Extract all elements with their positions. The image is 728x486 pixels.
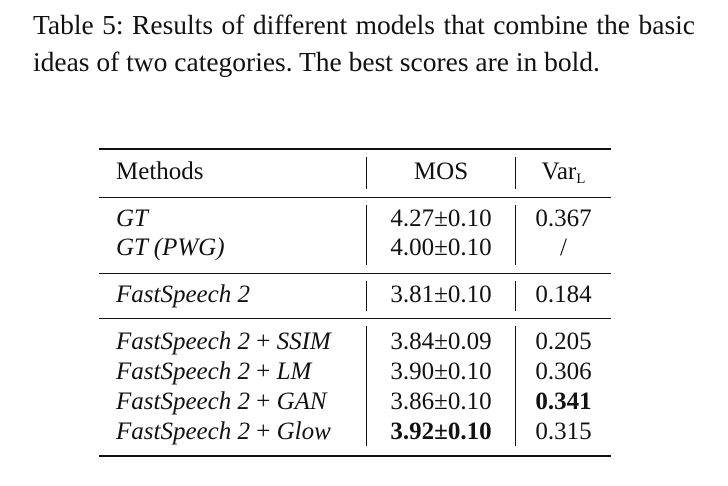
table-caption: Table 5: Results of different models tha… <box>33 6 695 80</box>
table-row-method: FastSpeech 2 + SSIM <box>116 327 331 357</box>
table-row-method: FastSpeech 2 + LM <box>116 357 311 387</box>
column-separator <box>515 281 516 311</box>
table-row-mos: 4.27±0.10 <box>390 205 492 232</box>
group-rule-2 <box>99 318 611 319</box>
method-plus: + <box>256 388 271 415</box>
header-methods: Methods <box>116 158 204 185</box>
column-separator <box>366 281 367 311</box>
table-row-method: FastSpeech 2 + Glow <box>116 417 331 447</box>
table-row-var: 0.306 <box>535 358 592 385</box>
method-base: FastSpeech 2 <box>116 358 250 385</box>
group-rule-1 <box>99 273 611 274</box>
column-separator <box>515 205 516 265</box>
method-base: FastSpeech 2 <box>116 418 250 445</box>
header-rule <box>99 197 611 198</box>
method-plus: + <box>256 358 271 385</box>
table-row-mos: 3.86±0.10 <box>390 388 492 415</box>
table-row-mos: 3.90±0.10 <box>390 358 492 385</box>
table-row-var: 0.205 <box>535 328 592 355</box>
header-var-base: Var <box>541 158 577 185</box>
table-row-mos: 3.84±0.09 <box>390 328 492 355</box>
column-separator <box>366 157 367 189</box>
method-plus: + <box>256 418 271 445</box>
best-score-var: 0.341 <box>535 388 592 415</box>
method-modifier: SSIM <box>276 328 331 355</box>
table-row-var: / <box>560 234 567 261</box>
method-base: FastSpeech 2 <box>116 328 250 355</box>
table-row-method: FastSpeech 2 + GAN <box>116 387 327 417</box>
caption-text: Table 5: Results of different models tha… <box>33 9 695 77</box>
column-separator <box>366 326 367 446</box>
method-modifier: LM <box>276 358 312 385</box>
table-row-mos: 4.00±0.10 <box>390 234 492 261</box>
table-row-method: GT <box>116 205 148 232</box>
table-row-mos: 3.81±0.10 <box>390 281 492 308</box>
column-separator <box>515 157 516 189</box>
best-score-mos: 3.92±0.10 <box>390 418 492 445</box>
table-top-rule <box>99 148 611 150</box>
table-row-method: GT (PWG) <box>116 234 225 261</box>
column-separator <box>366 205 367 265</box>
table-row-method: FastSpeech 2 <box>116 281 250 308</box>
table-bottom-rule <box>99 455 611 457</box>
method-base: FastSpeech 2 <box>116 388 250 415</box>
method-modifier: GAN <box>276 388 327 415</box>
header-var: VarL <box>516 157 611 187</box>
header-var-sub: L <box>576 171 586 187</box>
table-row-var: 0.184 <box>535 281 592 308</box>
header-mos: MOS <box>413 158 469 185</box>
method-modifier: Glow <box>276 418 331 445</box>
method-plus: + <box>256 328 271 355</box>
column-separator <box>515 326 516 446</box>
table-row-var: 0.367 <box>535 205 592 232</box>
table-row-var: 0.315 <box>535 418 592 445</box>
